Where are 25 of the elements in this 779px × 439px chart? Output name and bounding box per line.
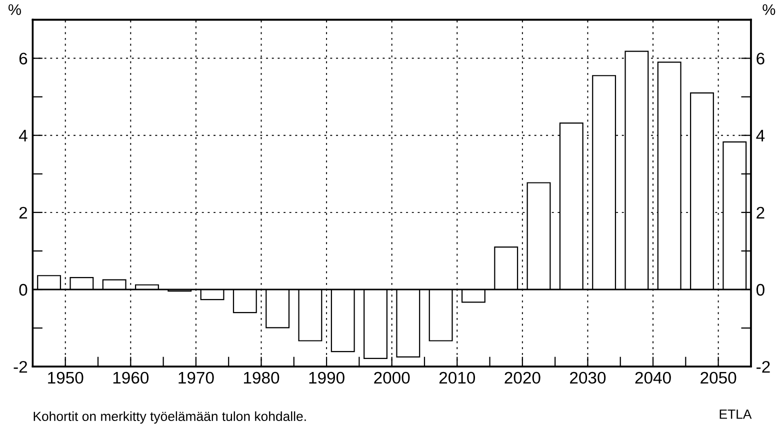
y-tick-label: 2: [19, 206, 28, 218]
y-tick-label: 4: [18, 130, 28, 142]
x-tick-label: 2050: [700, 372, 736, 384]
x-tick-label: 1970: [178, 372, 214, 384]
x-tick-label: 1950: [48, 372, 84, 384]
y2-tick-label: 0: [756, 284, 764, 296]
y2-tick-label: 2: [756, 206, 764, 218]
y-axis-title: %: [8, 4, 22, 15]
x-tick-label: 2000: [374, 372, 410, 384]
y2-tick-label: -2: [756, 360, 770, 373]
x-tick-label: 1990: [309, 372, 344, 384]
x-tick-label: 2030: [570, 372, 606, 384]
x-tick-label: 2020: [504, 372, 540, 384]
y2-axis-title: %: [762, 4, 776, 15]
y2-tick-label: 6: [756, 52, 764, 64]
x-tick-label: 2010: [439, 372, 476, 384]
x-tick-label: 1980: [244, 372, 280, 384]
y-tick-label: 6: [19, 52, 28, 64]
text: ETLA: [720, 410, 752, 419]
y-tick-label: -2: [14, 360, 28, 373]
text: Kohortit on merkitty työelämään tulon kohdalle.: [34, 411, 306, 424]
y2-tick-label: 4: [756, 130, 765, 142]
x-tick-label: 2040: [635, 372, 671, 384]
x-tick-label: 1960: [113, 372, 149, 384]
y-tick-label: 0: [19, 284, 28, 296]
